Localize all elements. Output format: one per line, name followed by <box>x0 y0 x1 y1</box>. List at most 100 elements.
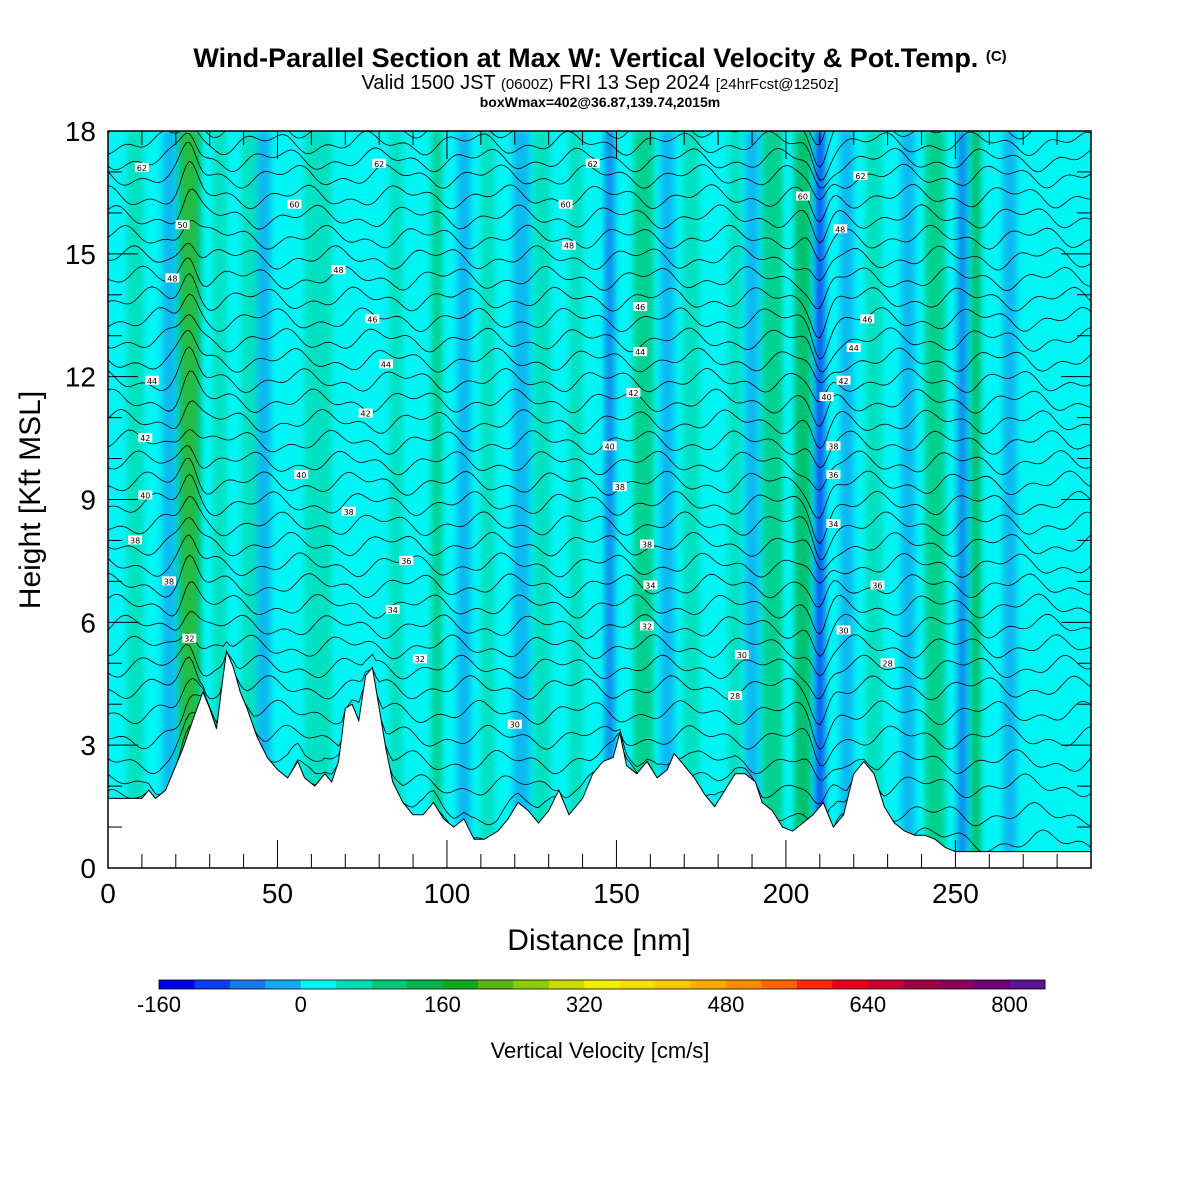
svg-text:44: 44 <box>381 360 391 369</box>
contour-label: 40 <box>138 490 153 500</box>
y-tick-label: 12 <box>65 362 96 393</box>
theta-contour-line <box>108 188 1091 244</box>
theta-contours <box>108 131 1091 855</box>
contour-label: 42 <box>626 388 641 398</box>
colorbar-swatch <box>442 980 479 989</box>
colorbar-swatch <box>619 980 656 989</box>
contour-label: 38 <box>162 576 177 586</box>
theta-contour-line <box>108 554 1091 608</box>
svg-text:48: 48 <box>333 266 343 275</box>
valid-time: Valid 1500 JST <box>361 72 496 94</box>
theta-contour-line <box>108 611 1091 657</box>
svg-text:48: 48 <box>564 242 574 251</box>
contour-label: 42 <box>358 408 373 419</box>
theta-contour-line <box>108 428 1091 469</box>
velocity-column <box>304 131 332 868</box>
x-tick-label: 0 <box>100 878 116 909</box>
contour-label: 38 <box>128 535 143 545</box>
colorbar-swatch <box>407 980 444 989</box>
colorbar-swatch <box>690 980 727 989</box>
box-max-info: boxWmax=402@36.87,139.74,2015m <box>479 94 721 110</box>
velocity-column <box>762 131 783 868</box>
colorbar-swatch <box>832 980 869 989</box>
velocity-column <box>728 131 742 868</box>
colorbar: -160 0 160 320 480 640 800 <box>137 979 1046 1017</box>
contour-label: 34 <box>385 605 400 615</box>
svg-text:36: 36 <box>828 471 838 480</box>
copyright-mark: (C) <box>985 48 1007 65</box>
contour-label: 44 <box>846 343 861 353</box>
velocity-column <box>568 131 583 868</box>
theta-contour-line <box>108 457 1091 519</box>
contour-label: 40 <box>819 392 834 402</box>
theta-contour-line <box>108 633 1091 677</box>
contour-label: 46 <box>633 302 648 312</box>
y-tick-label: 9 <box>80 485 96 516</box>
theta-contour-line <box>108 400 1091 450</box>
contour-label: 34 <box>826 519 841 529</box>
svg-text:28: 28 <box>883 659 893 668</box>
contour-label: 32 <box>182 633 197 644</box>
velocity-column <box>840 131 854 868</box>
svg-text:40: 40 <box>296 471 306 480</box>
contour-label: 42 <box>138 433 153 443</box>
plot-area: 62 62 62 62 60 60 60 50 48 48 48 48 46 46 46 44 44 44 44 42… <box>107 130 1092 869</box>
colorbar-swatch <box>974 980 1011 989</box>
svg-text:38: 38 <box>642 541 652 550</box>
theta-contour-line <box>108 131 1091 181</box>
x-axis-title: Distance [nm] <box>507 924 690 957</box>
contour-label: 60 <box>287 199 302 210</box>
theta-contour-line <box>108 293 1091 360</box>
svg-text:38: 38 <box>164 577 174 586</box>
svg-text:38: 38 <box>615 483 625 492</box>
contour-label: 38 <box>826 441 841 451</box>
svg-text:36: 36 <box>872 581 882 590</box>
colorbar-swatch <box>194 980 231 989</box>
contour-label: 30 <box>836 625 851 636</box>
y-tick-label: 0 <box>80 853 96 884</box>
theta-contour-line <box>108 656 1091 726</box>
theta-contour-line <box>108 692 1091 767</box>
svg-text:60: 60 <box>561 201 571 210</box>
x-tick-label: 150 <box>593 878 640 909</box>
svg-text:34: 34 <box>828 520 838 529</box>
contour-label: 38 <box>639 539 654 550</box>
svg-text:42: 42 <box>361 410 371 419</box>
velocity-column <box>901 131 915 868</box>
terrain <box>108 649 1091 868</box>
chart-title-text: Wind-Parallel Section at Max W: Vertical… <box>193 43 979 73</box>
colorbar-swatch <box>371 980 408 989</box>
svg-text:30: 30 <box>838 627 848 636</box>
colorbar-swatch <box>655 980 692 989</box>
contour-label: 50 <box>175 220 190 230</box>
svg-text:38: 38 <box>828 442 838 451</box>
contour-label: 60 <box>558 199 573 210</box>
colorbar-title: Vertical Velocity [cm/s] <box>491 1038 710 1063</box>
svg-text:46: 46 <box>862 315 872 324</box>
svg-text:44: 44 <box>635 348 645 357</box>
y-tick-label: 15 <box>65 239 96 270</box>
contour-label: 34 <box>643 580 658 590</box>
contour-label: 32 <box>412 654 427 664</box>
velocity-column <box>177 131 202 868</box>
y-axis: 0 3 6 9 12 15 18 <box>65 116 96 884</box>
contour-label: 38 <box>612 482 627 492</box>
y-axis-title: Height [Kft MSL] <box>14 391 47 609</box>
velocity-column <box>924 131 946 868</box>
colorbar-tick-label: 800 <box>991 992 1028 1017</box>
svg-text:30: 30 <box>737 651 747 660</box>
svg-text:62: 62 <box>137 164 147 173</box>
svg-text:60: 60 <box>798 193 808 202</box>
svg-text:62: 62 <box>588 160 598 169</box>
colorbar-swatch <box>513 980 550 989</box>
svg-text:44: 44 <box>849 344 859 353</box>
velocity-column <box>513 131 531 868</box>
svg-text:32: 32 <box>415 655 425 664</box>
contour-label: 48 <box>165 273 180 283</box>
velocity-column <box>480 131 495 868</box>
colorbar-tick-label: 480 <box>708 992 745 1017</box>
colorbar-swatch <box>477 980 514 989</box>
theta-contour-line <box>108 581 1091 635</box>
theta-contour-line <box>108 141 1091 201</box>
